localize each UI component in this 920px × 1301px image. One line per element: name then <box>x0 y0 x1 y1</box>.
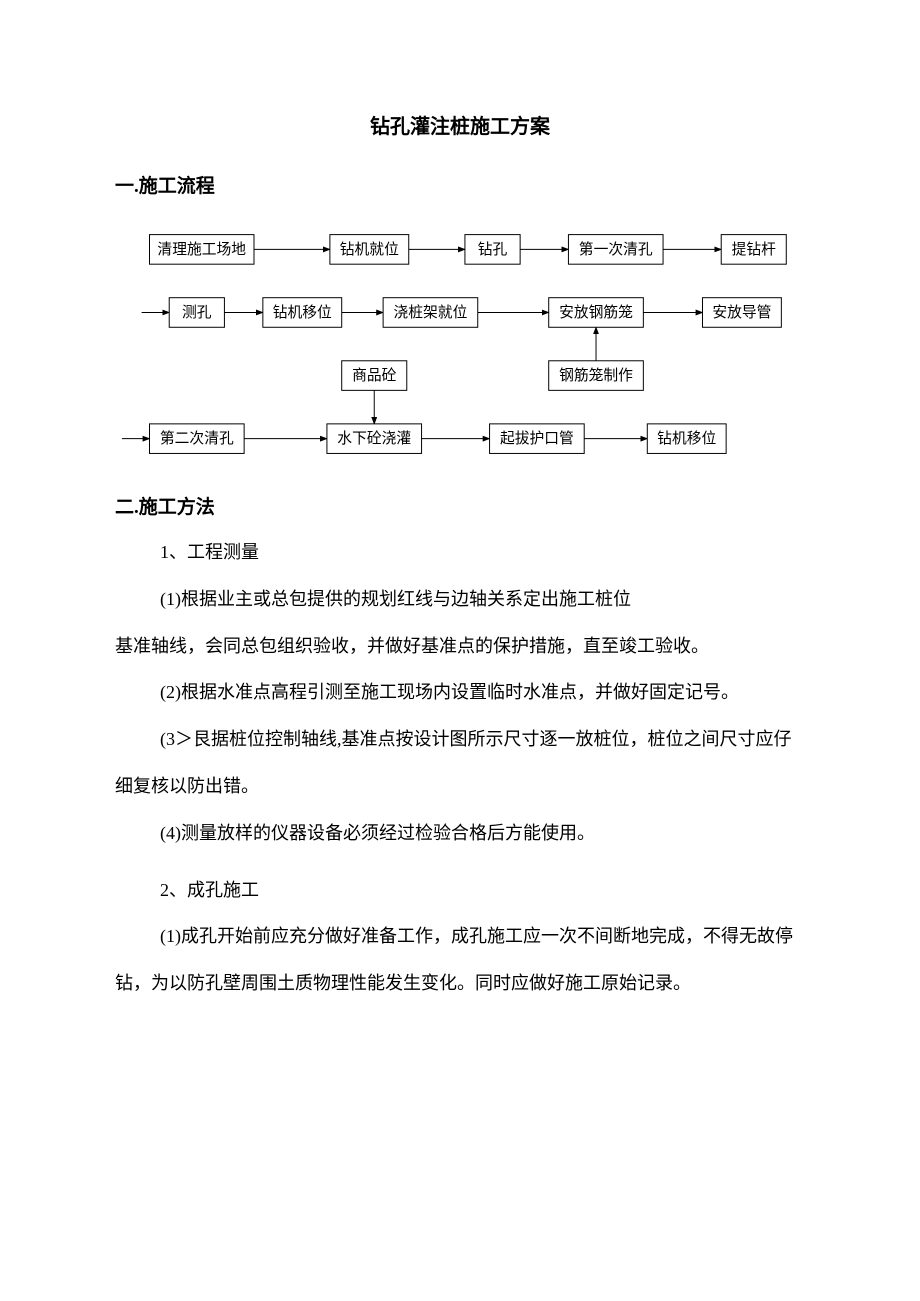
flow-node-label: 钻机就位 <box>340 241 399 258</box>
para-1-1b: 基准轴线，会同总包组织验收，并做好基准点的保护措施，直至竣工验收。 <box>115 623 805 670</box>
flow-node-label: 钻机移位 <box>657 430 716 447</box>
body-content: 1、工程测量 (1)根据业主或总包提供的规划红线与边轴关系定出施工桩位 基准轴线… <box>115 529 805 1007</box>
flow-node-label: 起拔护口管 <box>500 430 574 447</box>
flow-node-label: 清理施工场地 <box>157 241 246 258</box>
para-1-3: (3＞艮据桩位控制轴线,基准点按设计图所示尺寸逐一放桩位，桩位之间尺寸应仔细复核… <box>115 716 805 810</box>
para-1-4: (4)测量放样的仪器设备必须经过检验合格后方能使用。 <box>115 810 805 857</box>
section-2-heading: 二.施工方法 <box>115 492 805 519</box>
flow-node-label: 测孔 <box>182 304 212 321</box>
section-1-heading: 一.施工流程 <box>115 171 805 198</box>
flow-node-label: 提钻杆 <box>732 241 777 258</box>
flow-node-label: 第一次清孔 <box>579 240 653 258</box>
flow-node-label: 钻机移位 <box>273 304 332 321</box>
flow-node-label: 安放钢筋笼 <box>559 304 633 321</box>
flow-node-label: 安放导管 <box>712 304 771 321</box>
para-2-1: (1)成孔开始前应充分做好准备工作，成孔施工应一次不间断地完成，不得无故停钻，为… <box>115 913 805 1007</box>
flowchart: 清理施工场地钻机就位钻孔第一次清孔提钻杆测孔钻机移位浇桩架就位安放钢筋笼安放导管… <box>115 206 805 486</box>
flow-node-label: 商品砼 <box>352 367 397 384</box>
subsection-1-title: 1、工程测量 <box>115 529 805 576</box>
para-1-2: (2)根据水准点高程引测至施工现场内设置临时水准点，并做好固定记号。 <box>115 669 805 716</box>
page-title: 钻孔灌注桩施工方案 <box>115 110 805 139</box>
flow-node-label: 浇桩架就位 <box>394 304 468 321</box>
flow-node-label: 第二次清孔 <box>160 429 234 447</box>
flow-node-label: 钻孔 <box>478 241 508 258</box>
flow-node-label: 钢筋笼制作 <box>559 367 633 384</box>
flow-node-label: 水下砼浇灌 <box>337 430 411 447</box>
subsection-2-title: 2、成孔施工 <box>115 867 805 914</box>
para-1-1a: (1)根据业主或总包提供的规划红线与边轴关系定出施工桩位 <box>115 576 805 623</box>
